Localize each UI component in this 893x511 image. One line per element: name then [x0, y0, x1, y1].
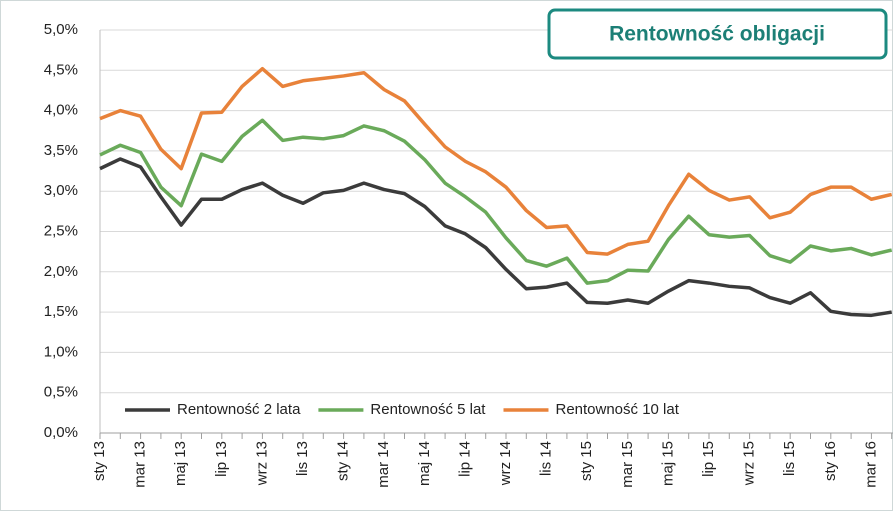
- x-tick-label: mar 13: [132, 441, 149, 488]
- y-tick-label: 4,5%: [44, 61, 78, 78]
- x-tick-label: lis 15: [781, 441, 798, 476]
- x-tick-label: lip 14: [456, 441, 473, 477]
- chart-title: Rentowność obligacji: [609, 23, 825, 46]
- x-tick-label: maj 13: [172, 441, 189, 486]
- y-tick-label: 0,0%: [44, 424, 78, 441]
- y-tick-label: 3,0%: [44, 182, 78, 199]
- legend-label: Rentowność 5 lat: [370, 401, 486, 418]
- x-tick-label: maj 15: [659, 441, 676, 486]
- y-tick-label: 2,5%: [44, 222, 78, 239]
- line-series: [99, 118, 893, 285]
- x-tick-label: lip 13: [213, 441, 230, 477]
- y-tick-label: 1,5%: [44, 303, 78, 320]
- x-tick-label: sty 16: [822, 441, 839, 481]
- x-tick-label: wrz 15: [741, 441, 758, 486]
- x-tick-label: mar 16: [862, 441, 879, 488]
- y-tick-label: 1,0%: [44, 343, 78, 360]
- x-tick-label: mar 14: [375, 441, 392, 488]
- line-series: [99, 66, 893, 256]
- title-box: [547, 8, 888, 60]
- y-tick-label: 3,5%: [44, 142, 78, 159]
- x-tick-label: mar 15: [619, 441, 636, 488]
- y-tick-label: 0,5%: [44, 384, 78, 401]
- x-tick-label: maj 14: [416, 441, 433, 486]
- x-tick-label: wrz 13: [253, 441, 270, 486]
- line-series: [99, 157, 892, 318]
- x-tick-label: sty 13: [91, 441, 108, 481]
- y-tick-label: 4,0%: [44, 102, 78, 119]
- legend-label: Rentowność 10 lat: [555, 401, 679, 418]
- y-tick-label: 5,0%: [44, 21, 78, 38]
- x-tick-label: lip 15: [700, 441, 717, 477]
- x-tick-label: lis 14: [538, 441, 555, 476]
- legend-label: Rentowność 2 lata: [177, 401, 301, 418]
- x-tick-label: sty 14: [335, 441, 352, 481]
- y-tick-label: 2,0%: [44, 263, 78, 280]
- x-tick-label: sty 15: [578, 441, 595, 481]
- x-tick-label: lis 13: [294, 441, 311, 476]
- x-tick-label: wrz 14: [497, 441, 514, 486]
